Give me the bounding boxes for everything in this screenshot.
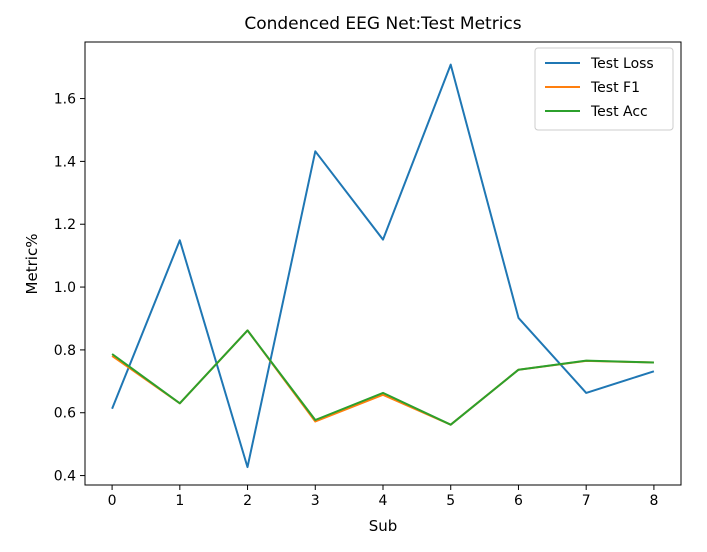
- x-tick-label: 5: [446, 493, 455, 509]
- plot-frame: [84, 41, 682, 486]
- legend-label: Test Loss: [590, 56, 654, 72]
- legend-label: Test F1: [590, 80, 640, 96]
- y-tick-label: 1.0: [54, 280, 76, 296]
- series-line-test-acc: [111, 329, 654, 426]
- legend-box: [534, 47, 674, 131]
- legend: Test Loss Test F1 Test Acc: [534, 47, 674, 131]
- x-tick-label: 6: [514, 493, 523, 509]
- x-tick-label: 4: [379, 493, 388, 509]
- plot-area: [111, 63, 655, 469]
- chart-title: Condenced EEG Net:Test Metrics: [244, 14, 521, 34]
- legend-label: Test Acc: [590, 104, 648, 120]
- x-tick-label: 8: [649, 493, 658, 509]
- y-tick-label: 0.4: [54, 469, 76, 485]
- x-tick-label: 2: [243, 493, 252, 509]
- y-axis-label: Metric%: [23, 234, 41, 295]
- x-tick-label: 0: [108, 493, 117, 509]
- y-tick-label: 0.8: [54, 343, 76, 359]
- y-tick-label: 1.6: [54, 92, 76, 108]
- y-tick-label: 0.6: [54, 406, 76, 422]
- x-tick-label: 7: [582, 493, 591, 509]
- axes: 0 1 2 3 4 5 6 7 8 0.4 0.6 0.8 1.0 1.2 1.4 1.6: [54, 92, 659, 509]
- series-line-test-loss: [111, 63, 655, 469]
- x-axis-label: Sub: [369, 517, 398, 535]
- x-tick-label: 3: [311, 493, 320, 509]
- y-tick-label: 1.4: [54, 154, 76, 170]
- y-tick-label: 1.2: [54, 217, 76, 233]
- x-tick-label: 1: [175, 493, 184, 509]
